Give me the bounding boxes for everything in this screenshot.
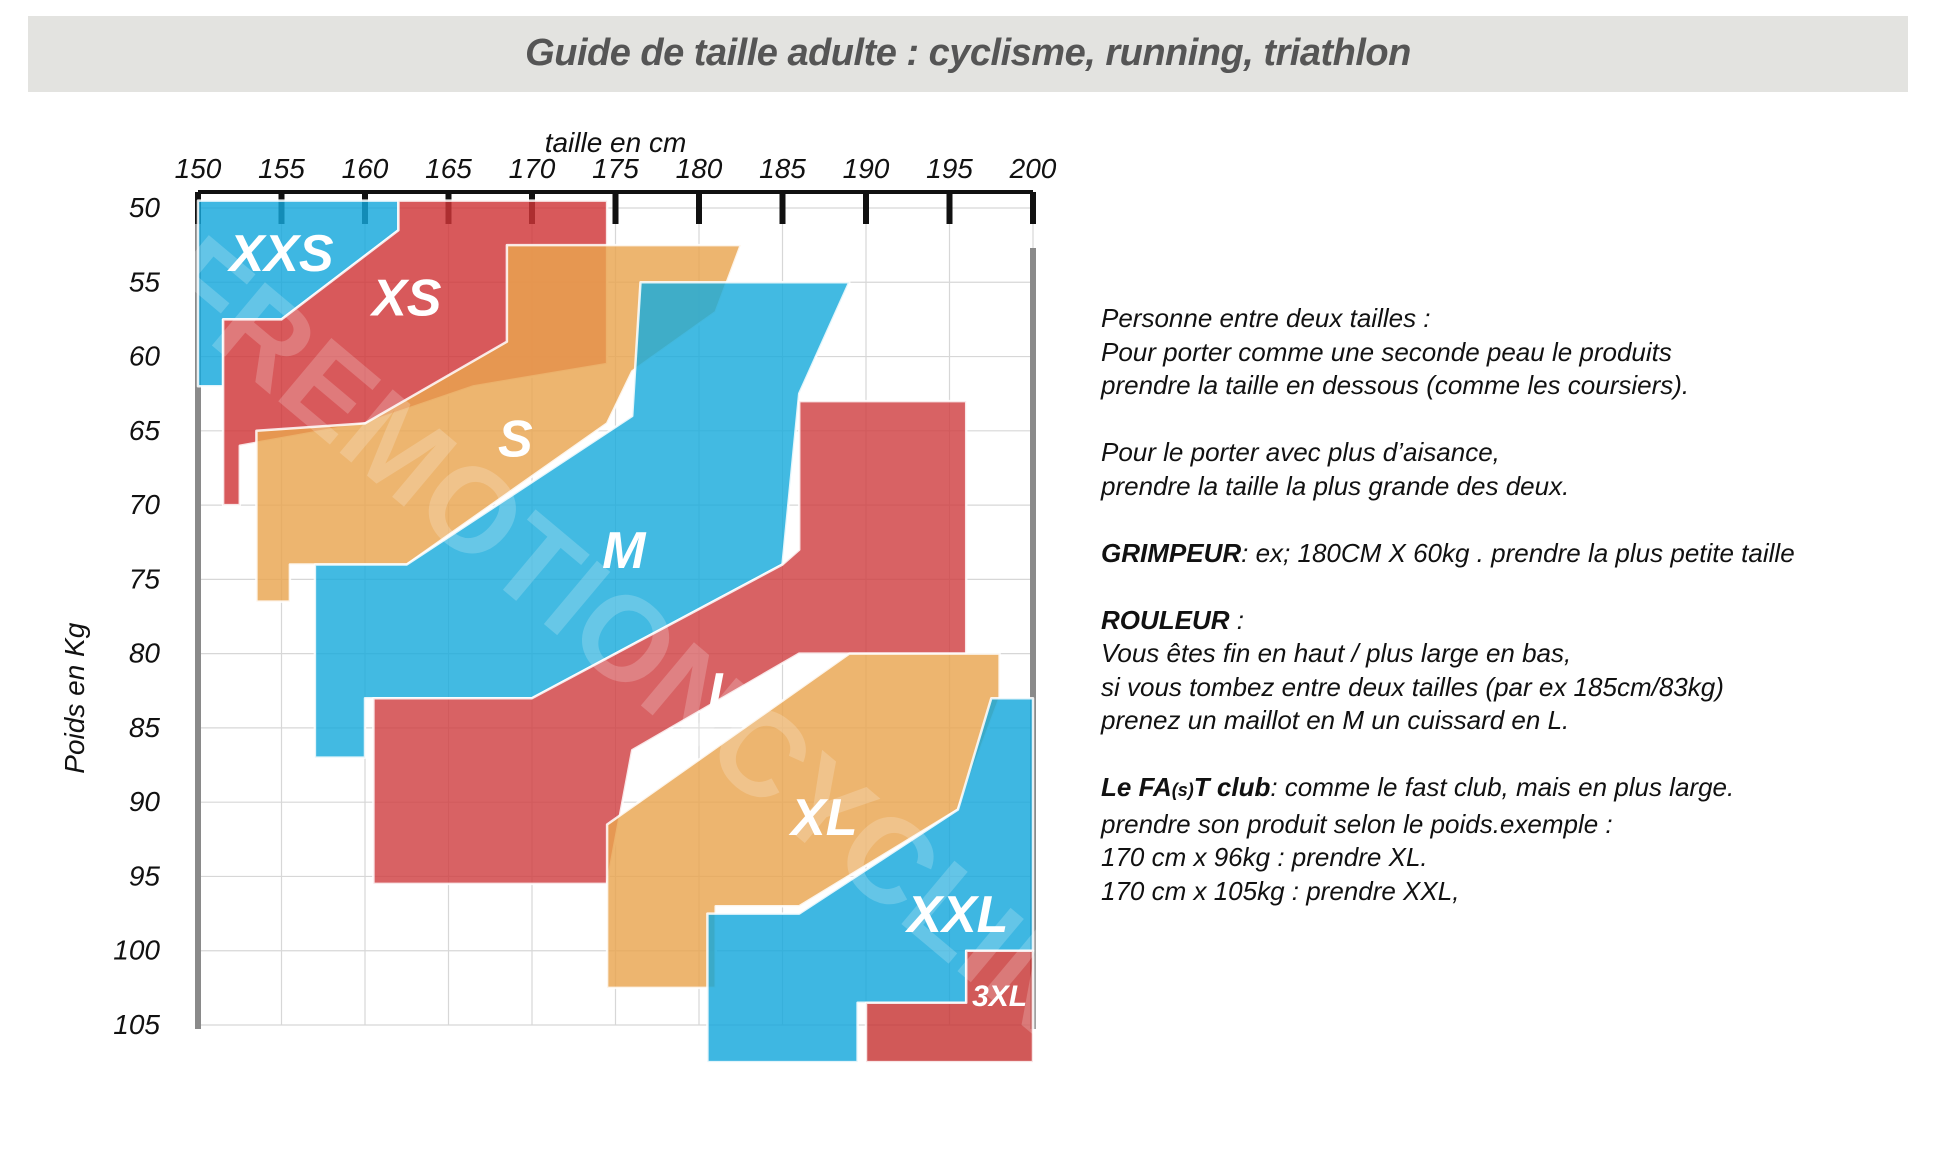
x-axis-title: taille en cm — [545, 127, 687, 158]
x-tick-label: 200 — [1009, 153, 1057, 184]
note-club-label-b: (s) — [1171, 780, 1194, 800]
note-line: Pour le porter avec plus d’aisance, — [1101, 437, 1500, 467]
note-line: 170 cm x 105kg : prendre XXL, — [1101, 875, 1460, 906]
note-grimpeur-label: GRIMPEUR — [1101, 537, 1242, 568]
y-tick-label: 95 — [129, 860, 161, 891]
y-tick-label: 65 — [129, 415, 161, 446]
size-zone-m — [313, 281, 851, 759]
note-spacer — [1101, 403, 1931, 437]
note-line: Pour porter comme une seconde peau le pr… — [1101, 336, 1672, 367]
y-tick-label: 75 — [129, 563, 161, 594]
x-tick-label: 160 — [342, 153, 389, 184]
x-tick-label: 175 — [592, 153, 639, 184]
size-label-s: S — [498, 410, 533, 468]
y-tick-label: 60 — [129, 341, 161, 372]
note-line: prendre son produit selon le poids.exemp… — [1101, 808, 1613, 839]
x-tick-label: 155 — [258, 153, 305, 184]
y-tick-label: 100 — [113, 935, 160, 966]
y-axis-title: Poids en Kg — [59, 622, 90, 773]
note-rouleur-text: : — [1229, 604, 1245, 635]
note-spacer — [1101, 503, 1931, 537]
size-zone-3xl — [864, 949, 1035, 1064]
note-line: prenez un maillot en M un cuissard en L. — [1101, 705, 1570, 735]
y-tick-label: 80 — [129, 638, 161, 669]
size-label-xxl: XXL — [904, 886, 1008, 944]
note-line: Personne entre deux tailles : — [1101, 303, 1431, 333]
title-banner: Guide de taille adulte : cyclisme, runni… — [28, 16, 1908, 92]
page-title: Guide de taille adulte : cyclisme, runni… — [525, 32, 1411, 74]
size-label-m: M — [602, 522, 647, 580]
size-label-xxs: XXS — [226, 225, 333, 283]
x-tick-label: 190 — [843, 153, 890, 184]
size-zone-xxl — [706, 696, 1035, 1064]
note-club: Le FA(s)T club: comme le fast club, mais… — [1101, 771, 1931, 808]
y-tick-label: 90 — [129, 786, 161, 817]
size-label-xl: XL — [788, 789, 857, 847]
x-tick-label: 180 — [676, 153, 723, 184]
note-club-label: Le FA(s)T club — [1101, 772, 1270, 802]
y-tick-label: 55 — [129, 266, 161, 297]
note-grimpeur: GRIMPEUR: ex; 180CM X 60kg . prendre la … — [1101, 537, 1931, 571]
size-zone-xl — [605, 652, 1001, 990]
note-line: prendre la taille en dessous (comme les … — [1101, 370, 1690, 400]
note-rouleur: ROULEUR : — [1101, 604, 1931, 638]
note-grimpeur-text: : ex; 180CM X 60kg . prendre la plus pet… — [1241, 537, 1795, 568]
size-label-3xl: 3XL — [972, 980, 1027, 1013]
note-club-label-a: Le FA — [1101, 772, 1172, 802]
x-tick-label: 165 — [425, 153, 472, 184]
note-line: prendre la taille la plus grande des deu… — [1101, 470, 1570, 501]
note-club-label-c: T club — [1193, 772, 1271, 802]
note-club-text: : comme le fast club, mais en plus large… — [1270, 772, 1735, 802]
note-line: Vous êtes fin en haut / plus large en ba… — [1101, 638, 1572, 668]
x-tick-label: 195 — [926, 153, 973, 184]
size-label-xs: XS — [369, 269, 442, 327]
sizing-notes: Personne entre deux tailles : Pour porte… — [1101, 302, 1931, 908]
note-spacer — [1101, 570, 1931, 604]
note-line: si vous tombez entre deux tailles (par e… — [1101, 671, 1724, 702]
x-tick-label: 170 — [509, 153, 556, 184]
y-tick-label: 85 — [129, 712, 161, 743]
y-tick-label: 50 — [129, 192, 161, 223]
size-label-l: L — [708, 663, 740, 721]
note-line: 170 cm x 96kg : prendre XL. — [1101, 842, 1428, 872]
x-tick-label: 185 — [759, 153, 806, 184]
x-tick-label: 150 — [175, 153, 222, 184]
y-tick-label: 70 — [129, 489, 161, 520]
size-zone-l — [372, 399, 968, 886]
note-rouleur-label: ROULEUR — [1101, 604, 1230, 635]
note-spacer — [1101, 738, 1931, 772]
y-tick-label: 105 — [113, 1009, 160, 1040]
